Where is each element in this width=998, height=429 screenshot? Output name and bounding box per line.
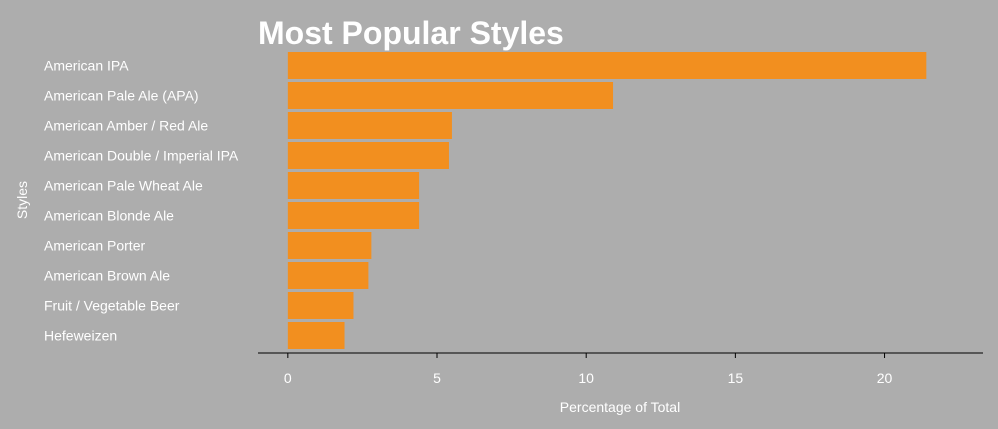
category-label: Fruit / Vegetable Beer bbox=[44, 298, 180, 314]
bar-7 bbox=[287, 262, 369, 289]
bar-3 bbox=[287, 142, 449, 169]
category-label: American Blonde Ale bbox=[44, 208, 174, 224]
bar-9 bbox=[287, 322, 345, 349]
category-label: American Brown Ale bbox=[44, 268, 170, 284]
bar-6 bbox=[287, 232, 372, 259]
bar-5 bbox=[287, 202, 420, 229]
category-label: American Double / Imperial IPA bbox=[44, 148, 239, 164]
x-tick-label: 0 bbox=[284, 370, 292, 386]
x-tick-label: 15 bbox=[728, 370, 744, 386]
category-label: American Amber / Red Ale bbox=[44, 118, 208, 134]
category-label: American Pale Ale (APA) bbox=[44, 88, 199, 104]
x-axis-title: Percentage of Total bbox=[560, 399, 680, 415]
category-label: Hefeweizen bbox=[44, 328, 117, 344]
bar-1 bbox=[287, 82, 614, 109]
y-axis-title: Styles bbox=[14, 181, 30, 219]
bars-group bbox=[287, 52, 927, 349]
chart-title: Most Popular Styles bbox=[258, 15, 564, 51]
x-tick-label: 5 bbox=[433, 370, 441, 386]
bar-0 bbox=[287, 52, 927, 79]
category-label: American Porter bbox=[44, 238, 145, 254]
x-tick-label: 10 bbox=[578, 370, 594, 386]
x-axis-ticks: 0 5 10 15 20 bbox=[284, 353, 893, 386]
category-label: American Pale Wheat Ale bbox=[44, 178, 203, 194]
bar-8 bbox=[287, 292, 354, 319]
category-label: American IPA bbox=[44, 58, 129, 74]
x-tick-label: 20 bbox=[877, 370, 893, 386]
category-labels: American IPA American Pale Ale (APA) Ameri… bbox=[44, 58, 239, 344]
bar-2 bbox=[287, 112, 452, 139]
bar-4 bbox=[287, 172, 420, 199]
